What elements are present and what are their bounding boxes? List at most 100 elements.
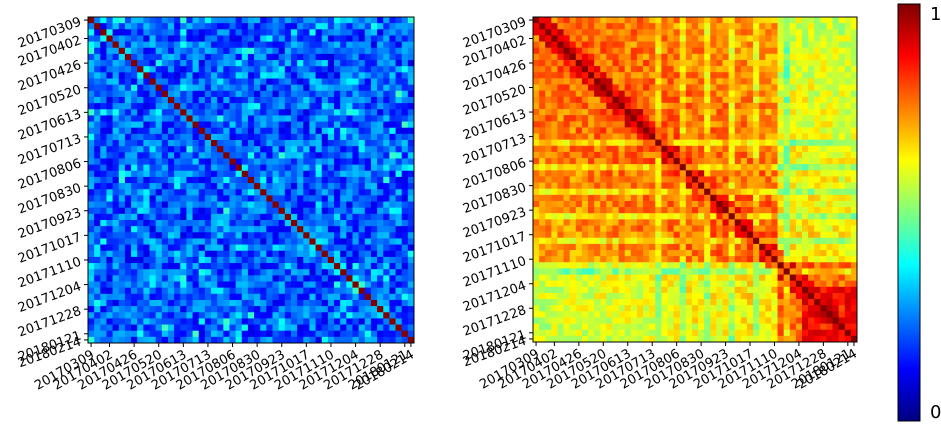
heatmap-cell [618,96,626,104]
heatmap-cell [673,231,681,239]
heatmap-cell [327,195,335,202]
heatmap-cell [124,41,132,49]
heatmap-cell [600,23,607,30]
heatmap-cell [297,29,304,36]
heatmap-cell [383,232,390,239]
heatmap-cell [661,225,668,233]
heatmap-cell [235,183,243,190]
heatmap-cell [137,41,144,49]
heatmap-cell [284,109,292,116]
heatmap-cell [370,170,378,178]
heatmap-cell [364,275,372,282]
heatmap-cell [186,60,193,67]
heatmap-cell [254,158,261,166]
heatmap-cell [389,293,396,301]
heatmap-cell [407,140,415,147]
heatmap-cell [278,164,286,172]
heatmap-cell [533,182,540,190]
heatmap-cell [844,108,852,116]
heatmap-cell [655,121,662,128]
heatmap-cell [407,213,415,221]
heatmap-cell [844,182,852,190]
heatmap-cell [673,35,681,42]
heatmap-cell [808,250,815,257]
heatmap-cell [106,275,113,282]
heatmap-cell [667,231,674,239]
heatmap-cell [278,17,286,24]
heatmap-cell [161,109,169,116]
heatmap-cell [297,183,304,190]
heatmap-cell [746,225,754,233]
heatmap-cell [149,96,157,104]
heatmap-cell [600,121,607,128]
heatmap-cell [364,189,372,196]
heatmap-cell [801,250,809,257]
heatmap-cell [174,170,181,178]
heatmap-cell [309,238,316,245]
heatmap-cell [407,121,415,129]
heatmap-cell [112,29,120,36]
heatmap-cell [94,324,101,332]
heatmap-cell [284,78,292,86]
heatmap-cell [131,189,138,196]
heatmap-cell [533,78,540,85]
heatmap-cell [118,152,126,159]
heatmap-cell [575,23,583,30]
heatmap-cell [229,275,237,282]
heatmap-cell [346,127,353,135]
heatmap-cell [588,96,595,104]
heatmap-cell [740,250,748,257]
heatmap-cell [765,102,772,110]
heatmap-cell [186,127,193,135]
heatmap-cell [383,41,390,49]
heatmap-cell [118,164,126,172]
heatmap-cell [581,231,589,239]
heatmap-cell [124,60,132,67]
heatmap-cell [716,121,723,128]
heatmap-cell [167,299,175,307]
heatmap-cell [389,41,396,49]
heatmap-cell [612,133,619,141]
heatmap-cell [545,72,552,79]
heatmap-cell [383,213,390,221]
heatmap-cell [174,299,181,307]
heatmap-cell [383,287,390,295]
heatmap-cell [290,299,298,307]
heatmap-cell [161,29,169,36]
heatmap-cell [557,139,564,147]
heatmap-cell [186,170,193,178]
heatmap-cell [789,182,797,190]
heatmap-cell [679,207,687,214]
heatmap-cell [746,53,754,61]
heatmap-cell [777,250,785,257]
heatmap-cell [753,108,760,116]
heatmap-cell [679,78,687,85]
heatmap-cell [844,29,852,36]
heatmap-cell [217,146,224,153]
heatmap-cell [235,238,243,245]
heatmap-cell [112,293,120,301]
heatmap-cell [710,133,717,141]
heatmap-cell [100,170,107,178]
heatmap-cell [143,318,150,325]
heatmap-cell [789,23,797,30]
heatmap-cell [192,35,200,42]
heatmap-cell [149,115,157,122]
heatmap-cell [272,201,280,209]
heatmap-cell [100,164,107,172]
heatmap-cell [704,145,711,153]
heatmap-cell [710,47,717,55]
heatmap-cell [217,201,224,209]
heatmap-cell [204,84,212,92]
heatmap-cell [370,152,378,159]
heatmap-cell [254,281,261,289]
heatmap-cell [710,231,717,239]
heatmap-cell [704,108,711,116]
heatmap-cell [832,256,840,263]
heatmap-cell [734,139,742,147]
heatmap-cell [167,170,175,178]
heatmap-cell [247,336,255,344]
heatmap-cell [716,66,723,73]
heatmap-cell [740,115,748,122]
heatmap-cell [272,127,280,135]
